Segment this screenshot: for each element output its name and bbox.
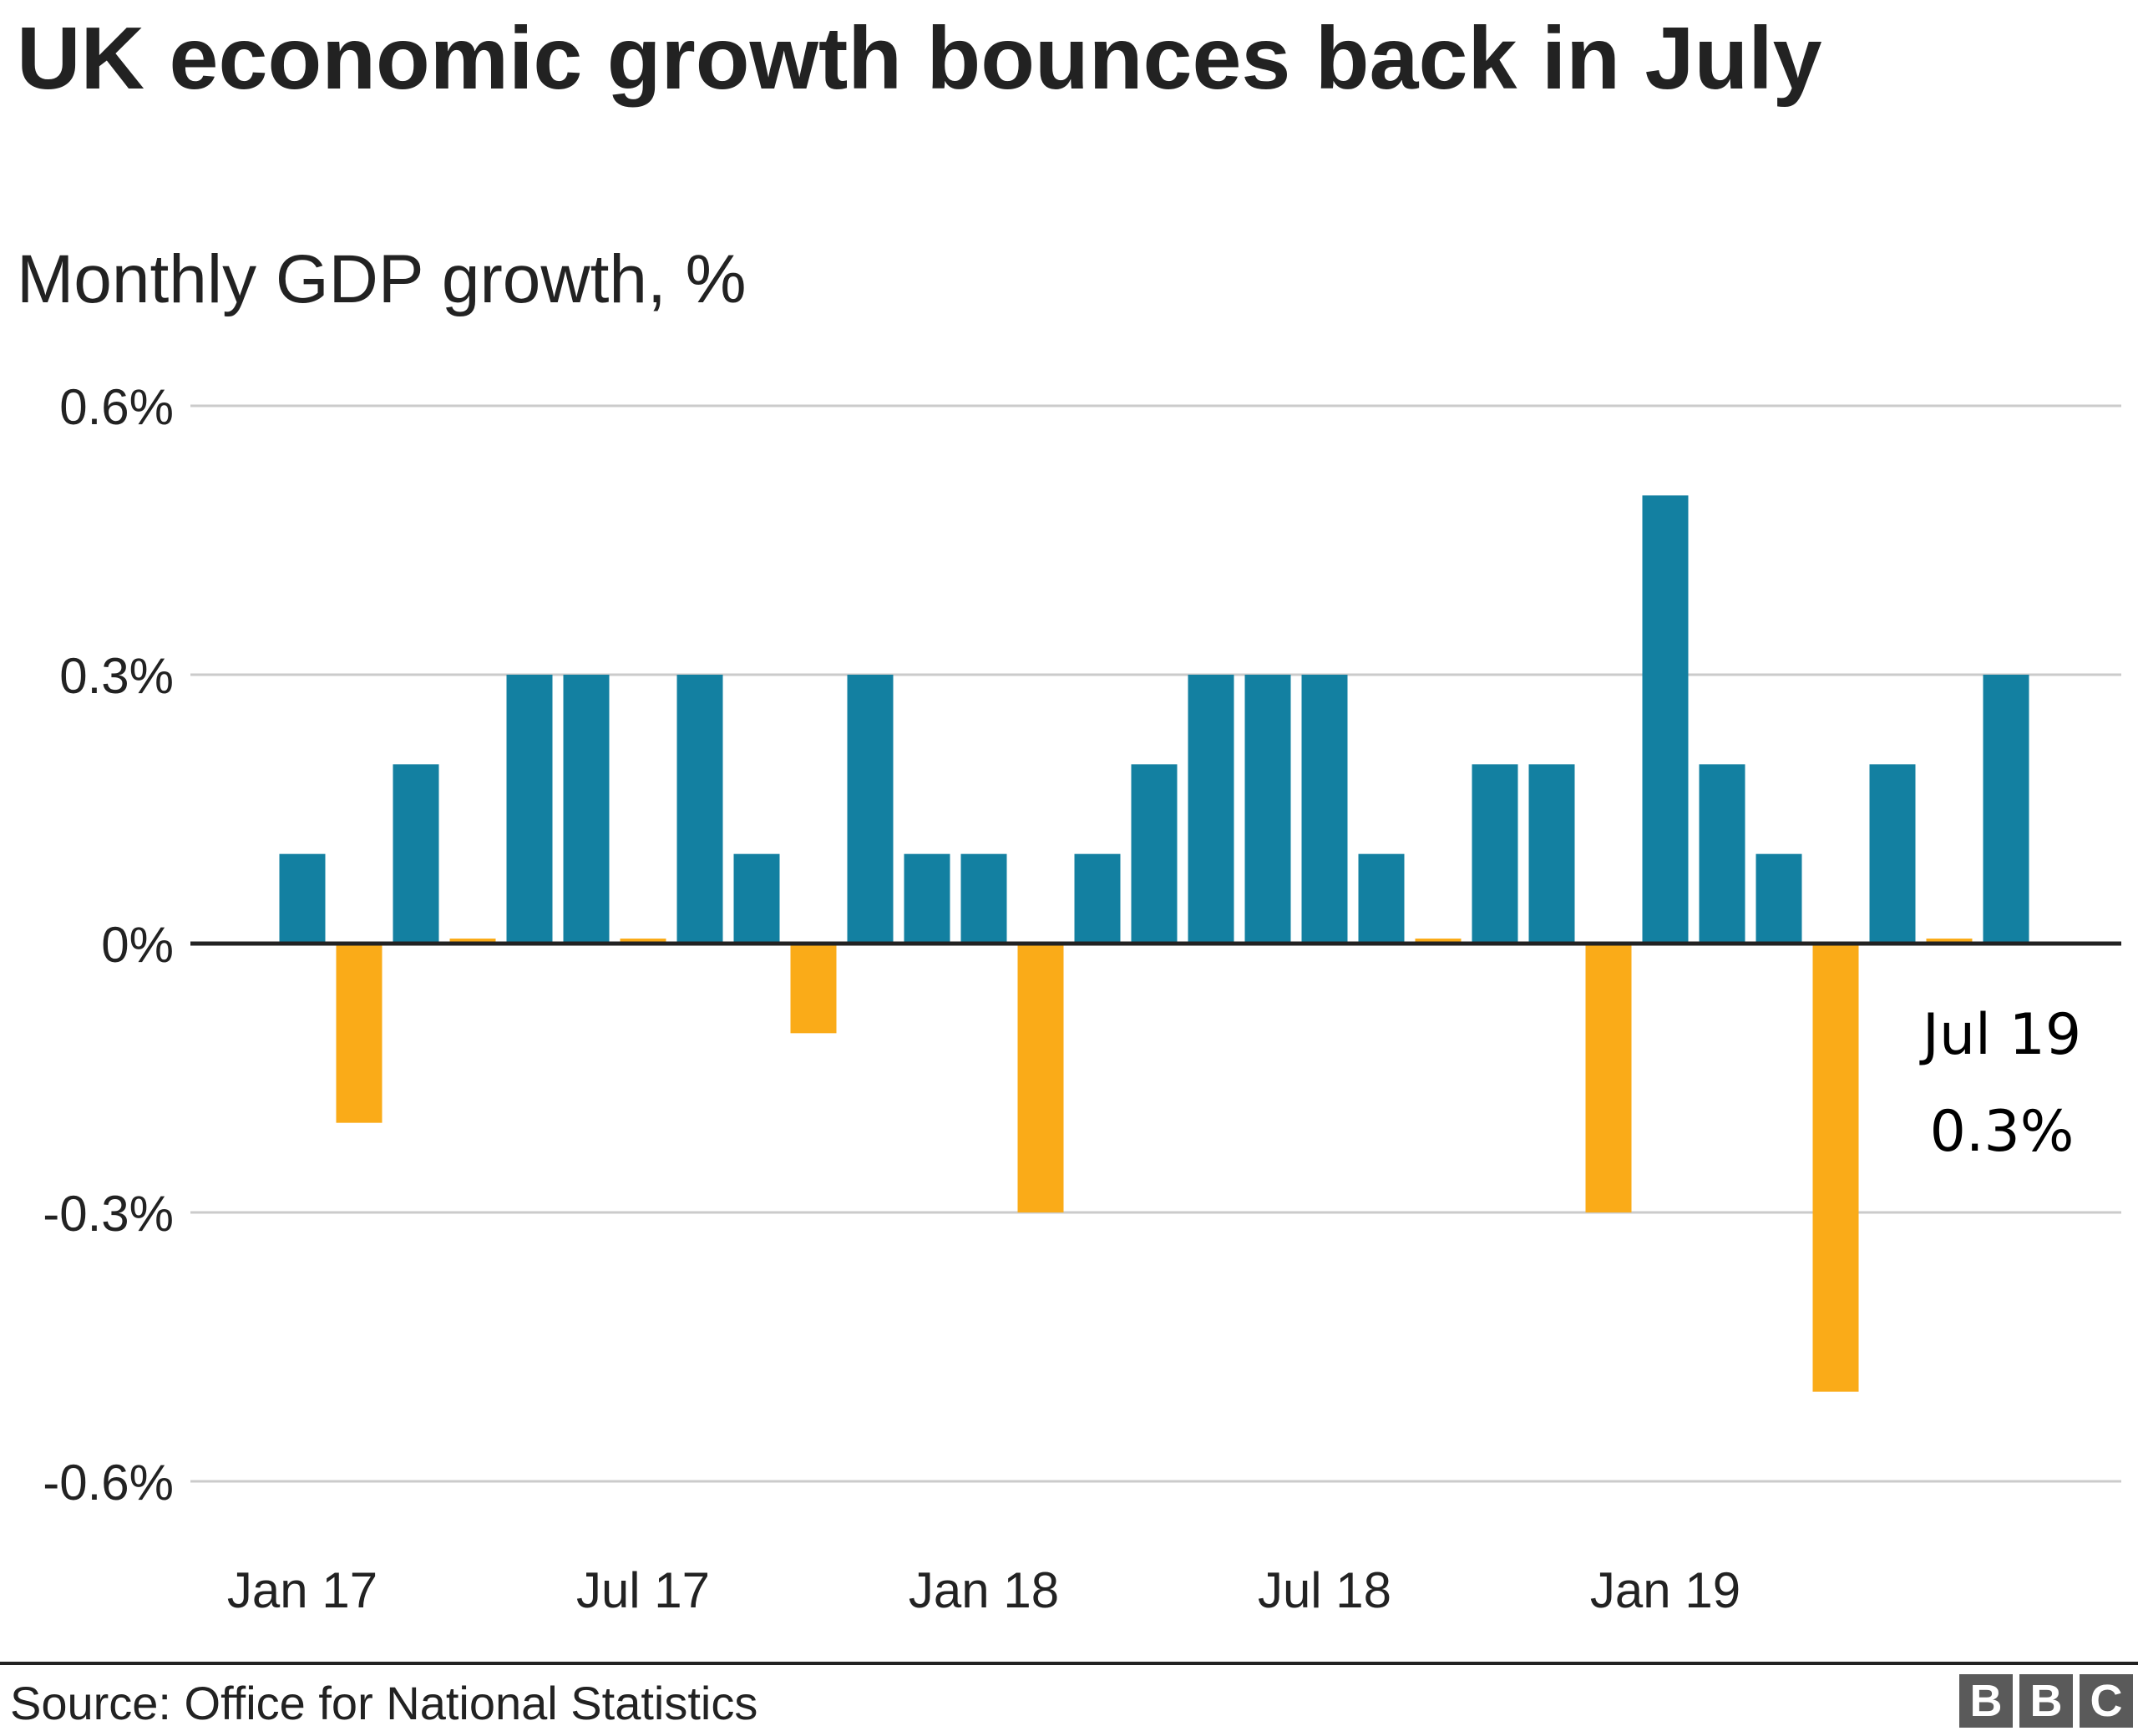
bar-jan-17 — [279, 853, 326, 944]
annotation-value: 0.3% — [1930, 1099, 2075, 1165]
grid-layer — [190, 404, 2121, 1483]
axis-layer: 0.6% 0.3% 0% -0.3% -0.6% Jan 17 Jul 17 Jan 18 Ju… — [43, 379, 2121, 1618]
bar-may-18 — [1188, 675, 1234, 944]
x-tick-label: Jan 19 — [1590, 1562, 1740, 1618]
bar-may-19 — [1869, 764, 1916, 944]
x-tick-label: Jan 17 — [227, 1562, 377, 1618]
source-note: Source: Office for National Statistics — [10, 1677, 758, 1729]
bar-may-17 — [506, 675, 553, 944]
logo-letter: C — [2080, 1674, 2133, 1728]
annotation-month: Jul 19 — [1919, 1002, 2081, 1068]
bar-jul-19 — [1983, 675, 2029, 944]
bar-mar-19 — [1755, 853, 1802, 944]
bar-feb-19 — [1699, 764, 1745, 944]
bar-jul-18 — [1301, 675, 1348, 944]
bar-nov-18 — [1528, 764, 1575, 944]
bar-jul-17 — [620, 939, 666, 944]
bar-jun-19 — [1926, 939, 1973, 944]
logo-letter: B — [2019, 1674, 2073, 1728]
x-tick-label: Jan 18 — [909, 1562, 1059, 1618]
logo-letter: B — [1959, 1674, 2013, 1728]
bar-mar-18 — [1074, 853, 1121, 944]
bar-sep-17 — [733, 853, 780, 944]
bbc-logo: B B C — [1959, 1674, 2133, 1728]
bar-jun-18 — [1244, 675, 1291, 944]
bar-dec-17 — [904, 853, 950, 944]
bar-mar-17 — [393, 764, 439, 944]
bar-feb-18 — [1017, 944, 1064, 1212]
y-tick-label: 0.6% — [59, 379, 174, 435]
footer-divider — [0, 1662, 2138, 1665]
bar-chart: 0.6% 0.3% 0% -0.3% -0.6% Jan 17 Jul 17 Jan 18 Ju… — [43, 379, 2121, 1618]
annotation-layer: Jul 19 0.3% — [1919, 1002, 2081, 1165]
x-tick-label: Jul 18 — [1258, 1562, 1391, 1618]
bar-jun-17 — [563, 675, 610, 944]
y-tick-label: 0.3% — [59, 648, 174, 704]
bar-layer — [279, 495, 2029, 1392]
bar-apr-18 — [1131, 764, 1178, 944]
bar-apr-19 — [1812, 944, 1859, 1392]
chart-title: UK economic growth bounces back in July — [17, 9, 1822, 108]
bar-nov-17 — [847, 675, 894, 944]
bar-feb-17 — [336, 944, 383, 1123]
y-tick-label: -0.3% — [43, 1186, 174, 1242]
y-tick-label: -0.6% — [43, 1455, 174, 1511]
bar-jan-18 — [960, 853, 1007, 944]
bar-jan-19 — [1642, 495, 1689, 944]
bar-dec-18 — [1585, 944, 1632, 1212]
bar-apr-17 — [449, 939, 496, 944]
bar-oct-17 — [790, 944, 837, 1034]
y-tick-label: 0% — [101, 917, 174, 973]
chart-subtitle: Monthly GDP growth, % — [17, 241, 747, 317]
x-tick-label: Jul 17 — [576, 1562, 710, 1618]
bar-sep-18 — [1415, 939, 1462, 944]
bar-aug-17 — [676, 675, 723, 944]
bar-oct-18 — [1472, 764, 1518, 944]
bar-aug-18 — [1358, 853, 1405, 944]
